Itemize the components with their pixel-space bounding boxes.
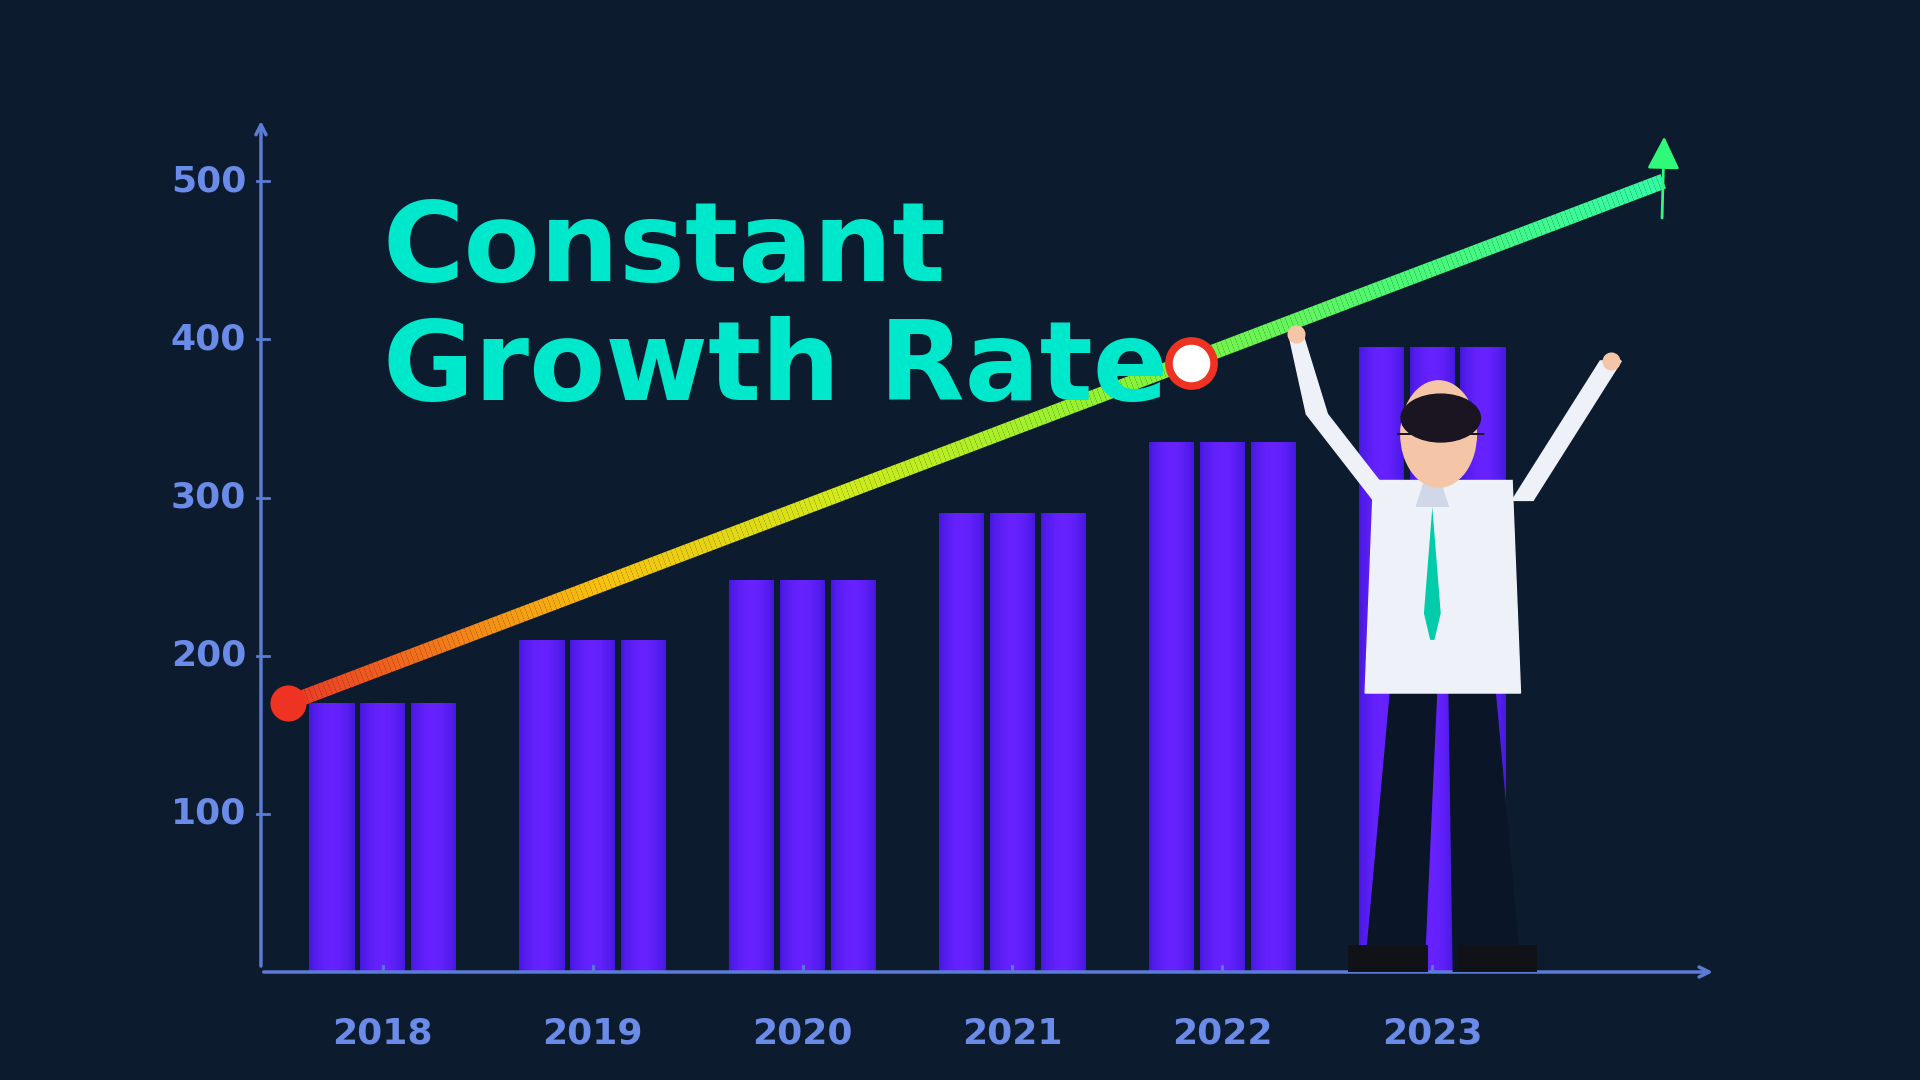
Text: 2023: 2023	[1382, 1016, 1482, 1050]
Text: Constant: Constant	[382, 198, 947, 305]
Bar	[405, 703, 411, 972]
Text: 200: 200	[171, 638, 246, 673]
Polygon shape	[1457, 945, 1538, 972]
Bar	[1244, 442, 1250, 972]
Text: 2020: 2020	[753, 1016, 852, 1050]
Bar	[985, 513, 991, 972]
Text: 2021: 2021	[962, 1016, 1064, 1050]
Polygon shape	[1425, 508, 1440, 639]
Bar	[1194, 442, 1200, 972]
Bar	[355, 703, 361, 972]
Ellipse shape	[1402, 381, 1476, 487]
Text: 400: 400	[171, 323, 246, 356]
Text: 300: 300	[171, 481, 246, 514]
Bar	[1404, 348, 1409, 972]
Polygon shape	[1306, 414, 1394, 500]
Ellipse shape	[1402, 394, 1480, 442]
Bar	[826, 580, 831, 972]
Polygon shape	[1348, 945, 1428, 972]
Polygon shape	[1450, 693, 1521, 972]
Text: 2019: 2019	[541, 1016, 643, 1050]
Polygon shape	[1365, 481, 1521, 693]
Bar	[564, 639, 570, 972]
Bar	[1035, 513, 1041, 972]
Text: 500: 500	[171, 164, 246, 199]
Text: 2018: 2018	[332, 1016, 434, 1050]
Text: 2022: 2022	[1171, 1016, 1273, 1050]
Bar	[614, 639, 620, 972]
Bar	[1455, 348, 1461, 972]
Polygon shape	[1365, 693, 1436, 972]
Polygon shape	[1513, 361, 1620, 500]
Bar	[774, 580, 780, 972]
Text: Growth Rate: Growth Rate	[382, 315, 1167, 422]
Polygon shape	[1288, 335, 1327, 414]
Polygon shape	[1415, 481, 1450, 508]
Text: 100: 100	[171, 797, 246, 831]
